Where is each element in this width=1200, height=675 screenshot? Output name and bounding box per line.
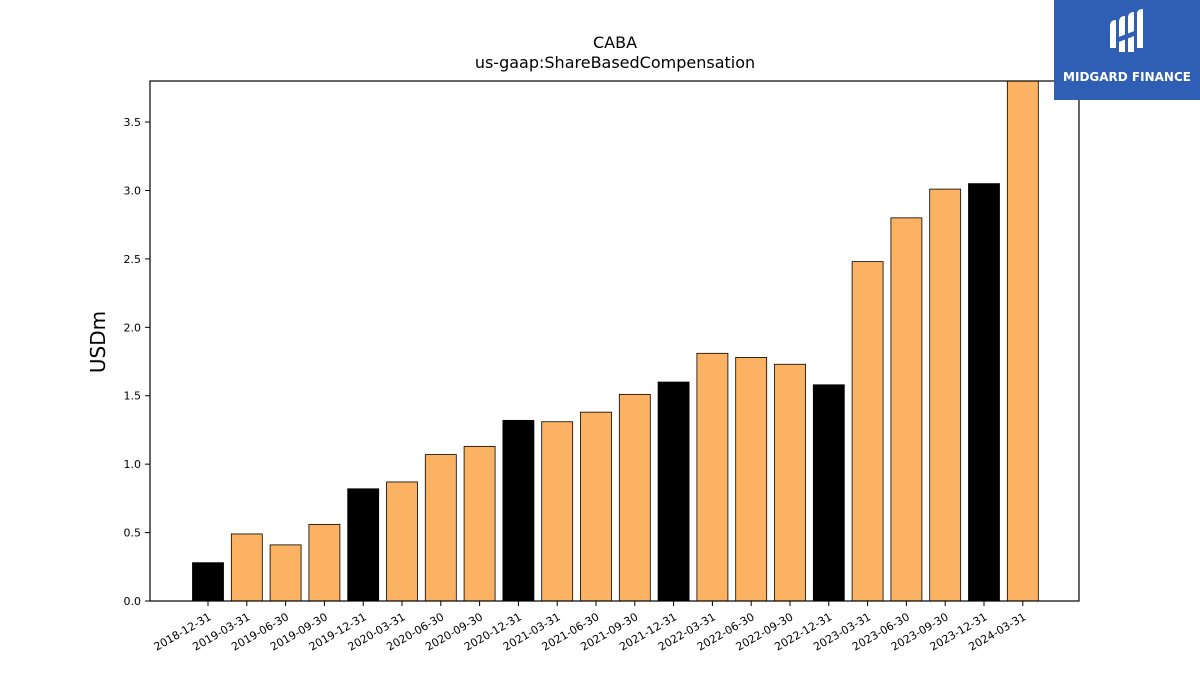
y-tick-label: 1.5 bbox=[124, 390, 142, 403]
bar-2023-03-31 bbox=[851, 261, 884, 602]
bar-2018-12-31 bbox=[192, 562, 224, 602]
bar-2019-06-30 bbox=[269, 544, 302, 602]
bar-2023-09-30 bbox=[929, 188, 962, 602]
bar-2022-09-30 bbox=[774, 363, 806, 602]
bar-2020-09-30 bbox=[463, 445, 496, 602]
midgard-finance-logo: MIDGARD FINANCE bbox=[1054, 0, 1200, 100]
bar-2023-12-31 bbox=[968, 183, 1000, 602]
bar-2023-06-30 bbox=[890, 217, 923, 602]
y-tick-label: 0.0 bbox=[124, 595, 142, 608]
y-tick-label: 0.5 bbox=[124, 527, 142, 540]
y-tick-label: 3.5 bbox=[124, 116, 142, 129]
chart-subtitle: us-gaap:ShareBasedCompensation bbox=[475, 53, 755, 72]
y-tick-label: 3.0 bbox=[124, 184, 142, 197]
bar-2020-12-31 bbox=[502, 419, 535, 602]
y-axis-label: USDm bbox=[86, 311, 110, 373]
bar-2022-03-31 bbox=[696, 352, 729, 602]
y-tick-label: 2.0 bbox=[124, 321, 142, 334]
bar-2020-03-31 bbox=[386, 481, 418, 602]
bar-2021-12-31 bbox=[657, 381, 690, 602]
logo-text: MIDGARD FINANCE bbox=[1063, 70, 1191, 84]
bar-2019-03-31 bbox=[230, 533, 263, 602]
plot-frame bbox=[149, 80, 1080, 602]
bar-2021-03-31 bbox=[541, 421, 574, 602]
bar-2019-09-30 bbox=[308, 523, 341, 602]
bar-2019-12-31 bbox=[347, 488, 380, 602]
bar-2024-03-31 bbox=[1006, 80, 1039, 602]
logo-mark-icon bbox=[1110, 9, 1143, 52]
chart-title: CABA bbox=[593, 33, 637, 52]
bar-2022-06-30 bbox=[735, 357, 768, 602]
y-tick-label: 2.5 bbox=[124, 253, 142, 266]
bar-2020-06-30 bbox=[424, 454, 457, 602]
bar-2021-09-30 bbox=[618, 393, 651, 602]
bar-2022-12-31 bbox=[812, 384, 845, 602]
y-tick-label: 1.0 bbox=[124, 458, 142, 471]
bar-2021-06-30 bbox=[580, 411, 612, 602]
